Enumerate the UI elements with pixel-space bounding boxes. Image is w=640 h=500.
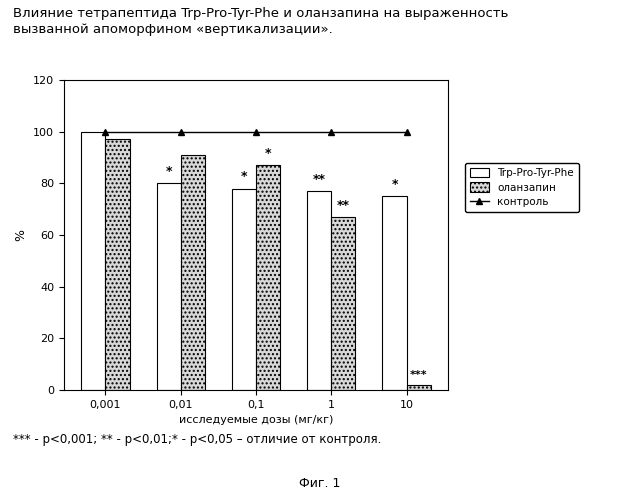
Bar [157, 184, 180, 390]
Text: *** - p<0,001; ** - p<0,01;* - p<0,05 – отличие от контроля.: *** - p<0,001; ** - p<0,01;* - p<0,05 – … [13, 432, 381, 446]
Legend: Trp-Pro-Tyr-Phe, оланзапин, контроль: Trp-Pro-Tyr-Phe, оланзапин, контроль [465, 162, 579, 212]
Bar [307, 191, 332, 390]
Text: вызванной апоморфином «вертикализации».: вызванной апоморфином «вертикализации». [13, 22, 333, 36]
Bar [256, 165, 280, 390]
Bar [81, 132, 106, 390]
Bar [332, 217, 355, 390]
X-axis label: исследуемые дозы (мг/кг): исследуемые дозы (мг/кг) [179, 416, 333, 426]
Y-axis label: %: % [15, 229, 28, 241]
Text: Влияние тетрапептида Trp-Pro-Tyr-Phe и оланзапина на выраженность: Влияние тетрапептида Trp-Pro-Tyr-Phe и о… [13, 8, 508, 20]
Bar [106, 140, 129, 390]
Text: *: * [241, 170, 247, 183]
Text: **: ** [337, 198, 350, 212]
Bar [232, 188, 256, 390]
Text: **: ** [313, 173, 326, 186]
Text: *: * [165, 165, 172, 178]
Text: *: * [391, 178, 398, 191]
Text: Фиг. 1: Фиг. 1 [300, 477, 340, 490]
Bar [180, 155, 205, 390]
Bar [383, 196, 406, 390]
Bar [406, 385, 431, 390]
Text: ***: *** [410, 370, 428, 380]
Text: *: * [265, 147, 271, 160]
